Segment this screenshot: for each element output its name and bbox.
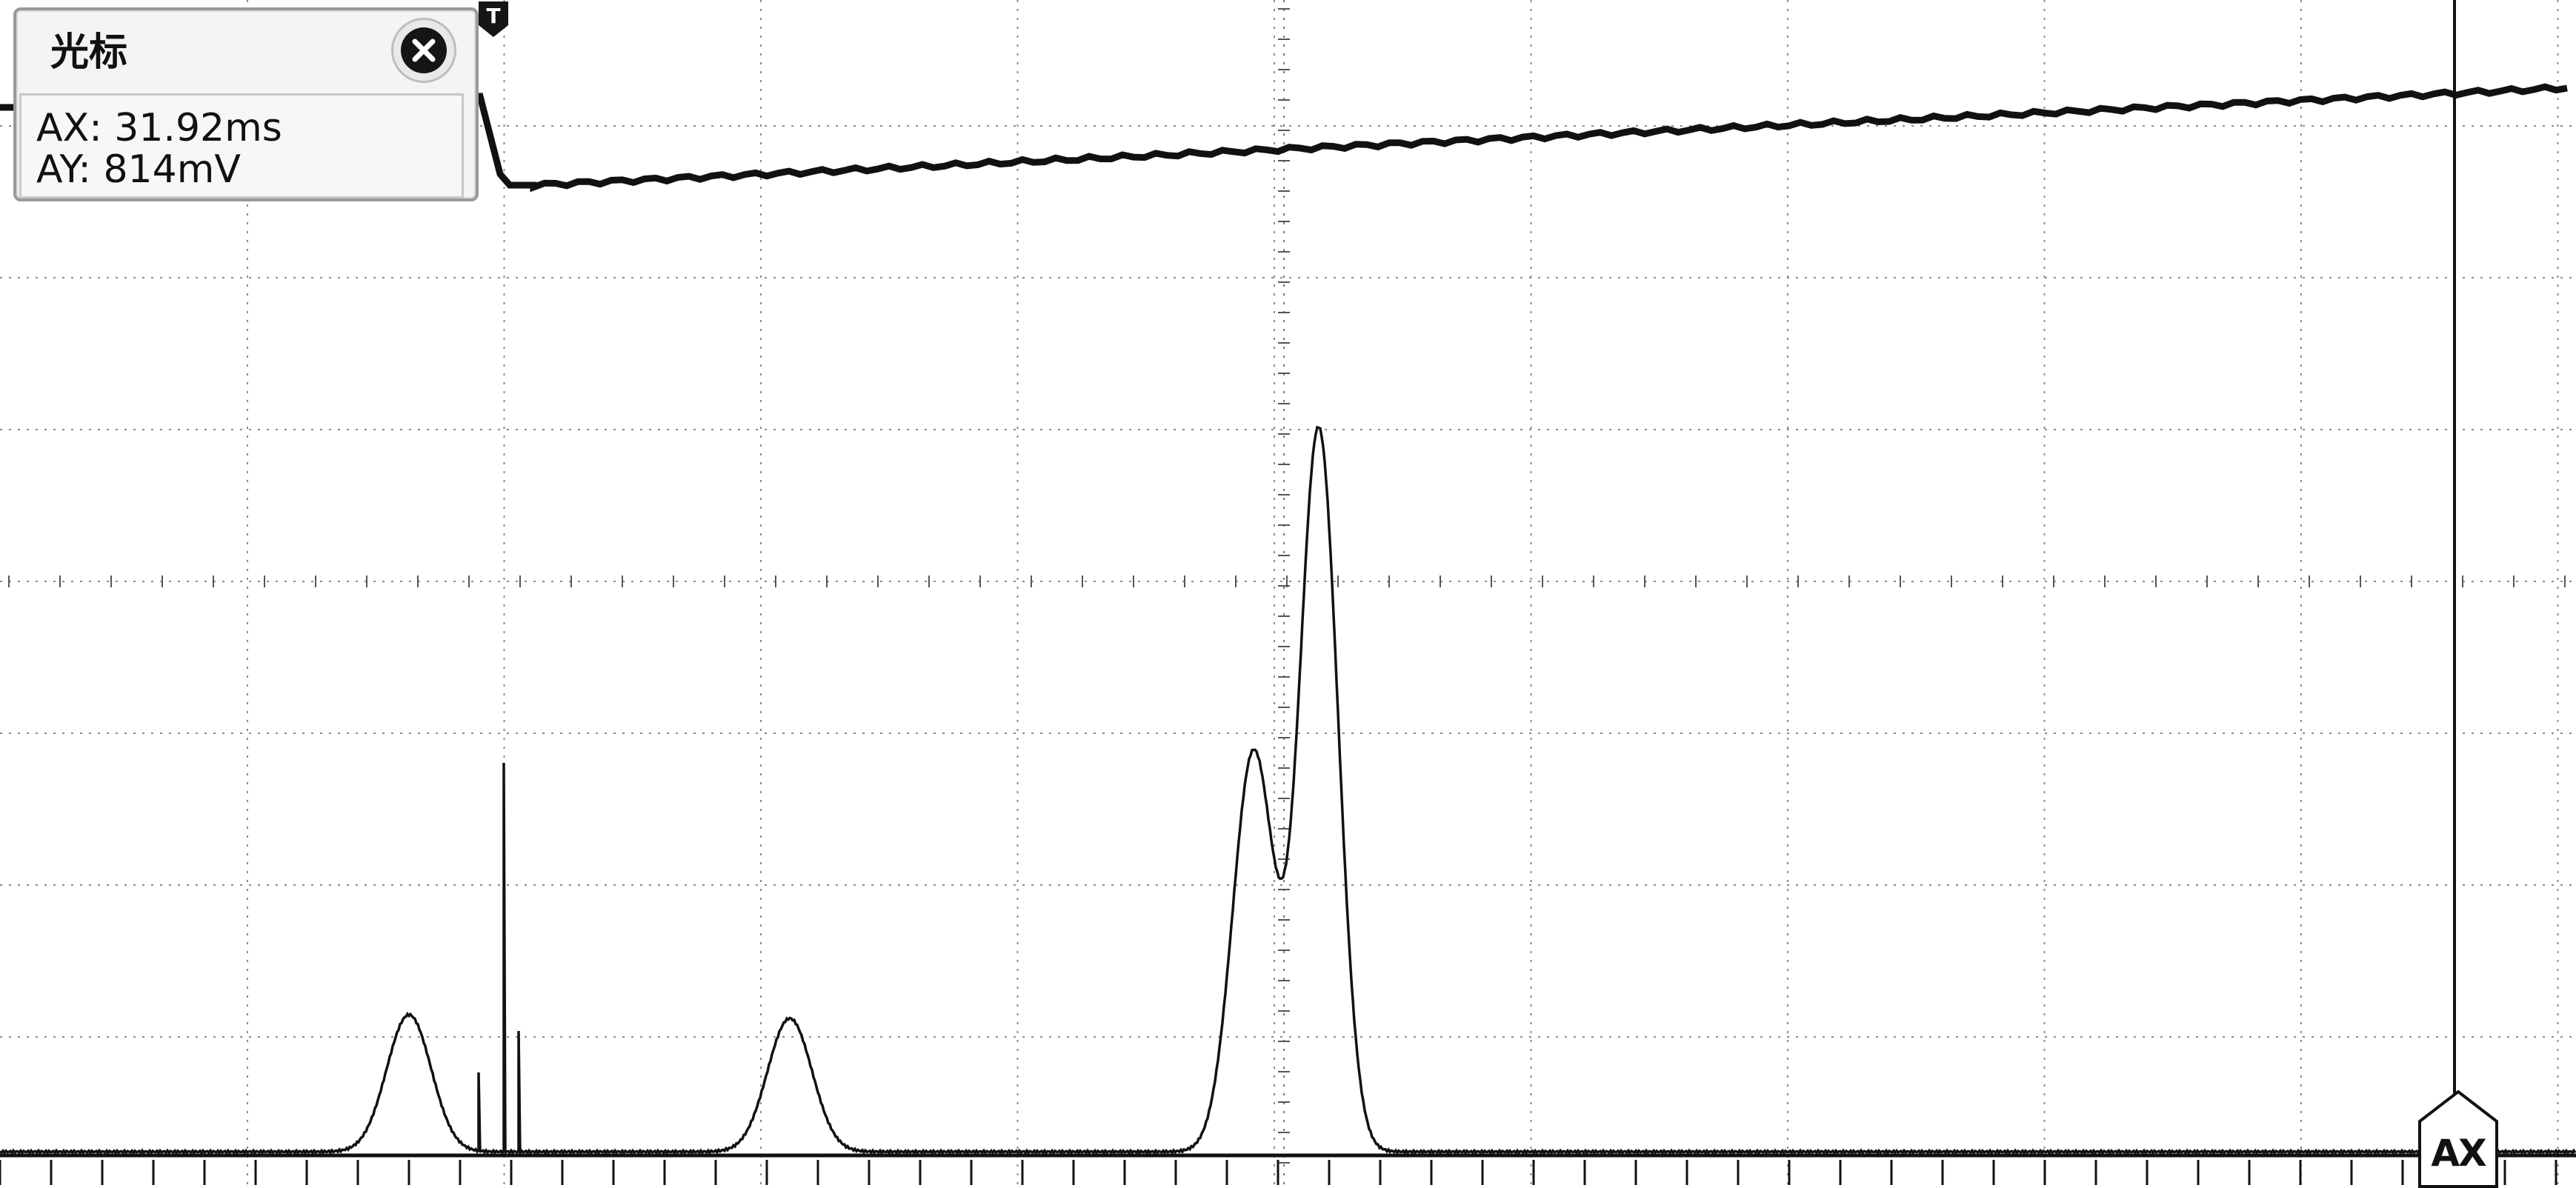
ax-label: AX:	[36, 106, 102, 150]
channel-2-peak-trace	[0, 425, 2576, 1155]
panel-title: 光标	[50, 30, 128, 75]
cursor-ax-label: AX	[2431, 1132, 2486, 1175]
cursor-ax-handle[interactable]: AX	[2417, 1089, 2500, 1188]
ay-value: 814mV	[103, 147, 241, 192]
trigger-marker-label: T	[486, 4, 500, 28]
bottom-axis-ticks	[0, 1160, 2557, 1185]
cursor-readout: AX: 31.92ms AY: 814mV	[19, 93, 464, 198]
cursor-panel: 光标 AX: 31.92ms AY: 814mV	[13, 7, 479, 201]
trigger-marker-icon[interactable]: T	[477, 0, 510, 39]
ay-readout: AY: 814mV	[36, 149, 241, 190]
channel-1-ramp-trace	[0, 83, 2568, 193]
ax-value: 31.92ms	[114, 106, 282, 150]
graticule-center-ticks	[8, 0, 2566, 1188]
close-icon	[401, 27, 447, 73]
close-button[interactable]	[391, 18, 456, 83]
ax-readout: AX: 31.92ms	[36, 107, 282, 149]
ay-label: AY:	[36, 147, 91, 192]
